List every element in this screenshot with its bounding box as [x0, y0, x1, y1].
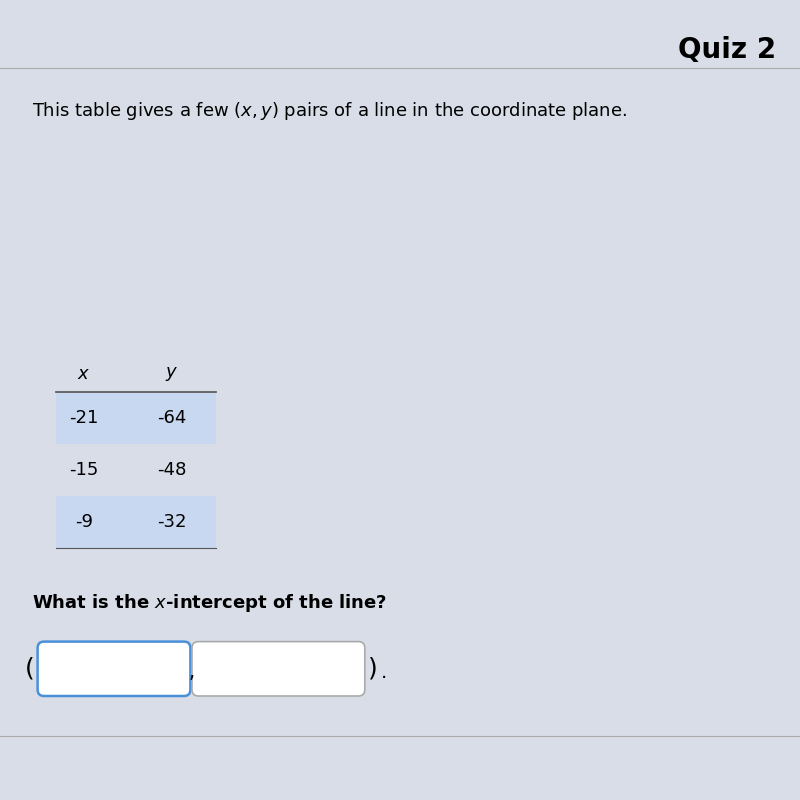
Text: -21: -21: [70, 409, 98, 427]
Text: ,: ,: [188, 663, 194, 682]
Text: $x$: $x$: [78, 366, 90, 383]
Text: ): ): [368, 657, 378, 681]
Text: .: .: [381, 663, 387, 682]
Text: Quiz 2: Quiz 2: [678, 36, 776, 64]
Text: -48: -48: [158, 461, 186, 479]
Text: -9: -9: [75, 513, 93, 531]
Text: -32: -32: [158, 513, 186, 531]
FancyBboxPatch shape: [38, 642, 190, 696]
FancyBboxPatch shape: [56, 392, 216, 444]
Text: $y$: $y$: [166, 366, 178, 383]
FancyBboxPatch shape: [56, 496, 216, 548]
Text: -64: -64: [158, 409, 186, 427]
Text: What is the $x$-intercept of the line?: What is the $x$-intercept of the line?: [32, 592, 387, 614]
Text: (: (: [25, 657, 34, 681]
FancyBboxPatch shape: [192, 642, 365, 696]
Text: -15: -15: [70, 461, 98, 479]
Text: This table gives a few $(x, y)$ pairs of a line in the coordinate plane.: This table gives a few $(x, y)$ pairs of…: [32, 100, 627, 122]
